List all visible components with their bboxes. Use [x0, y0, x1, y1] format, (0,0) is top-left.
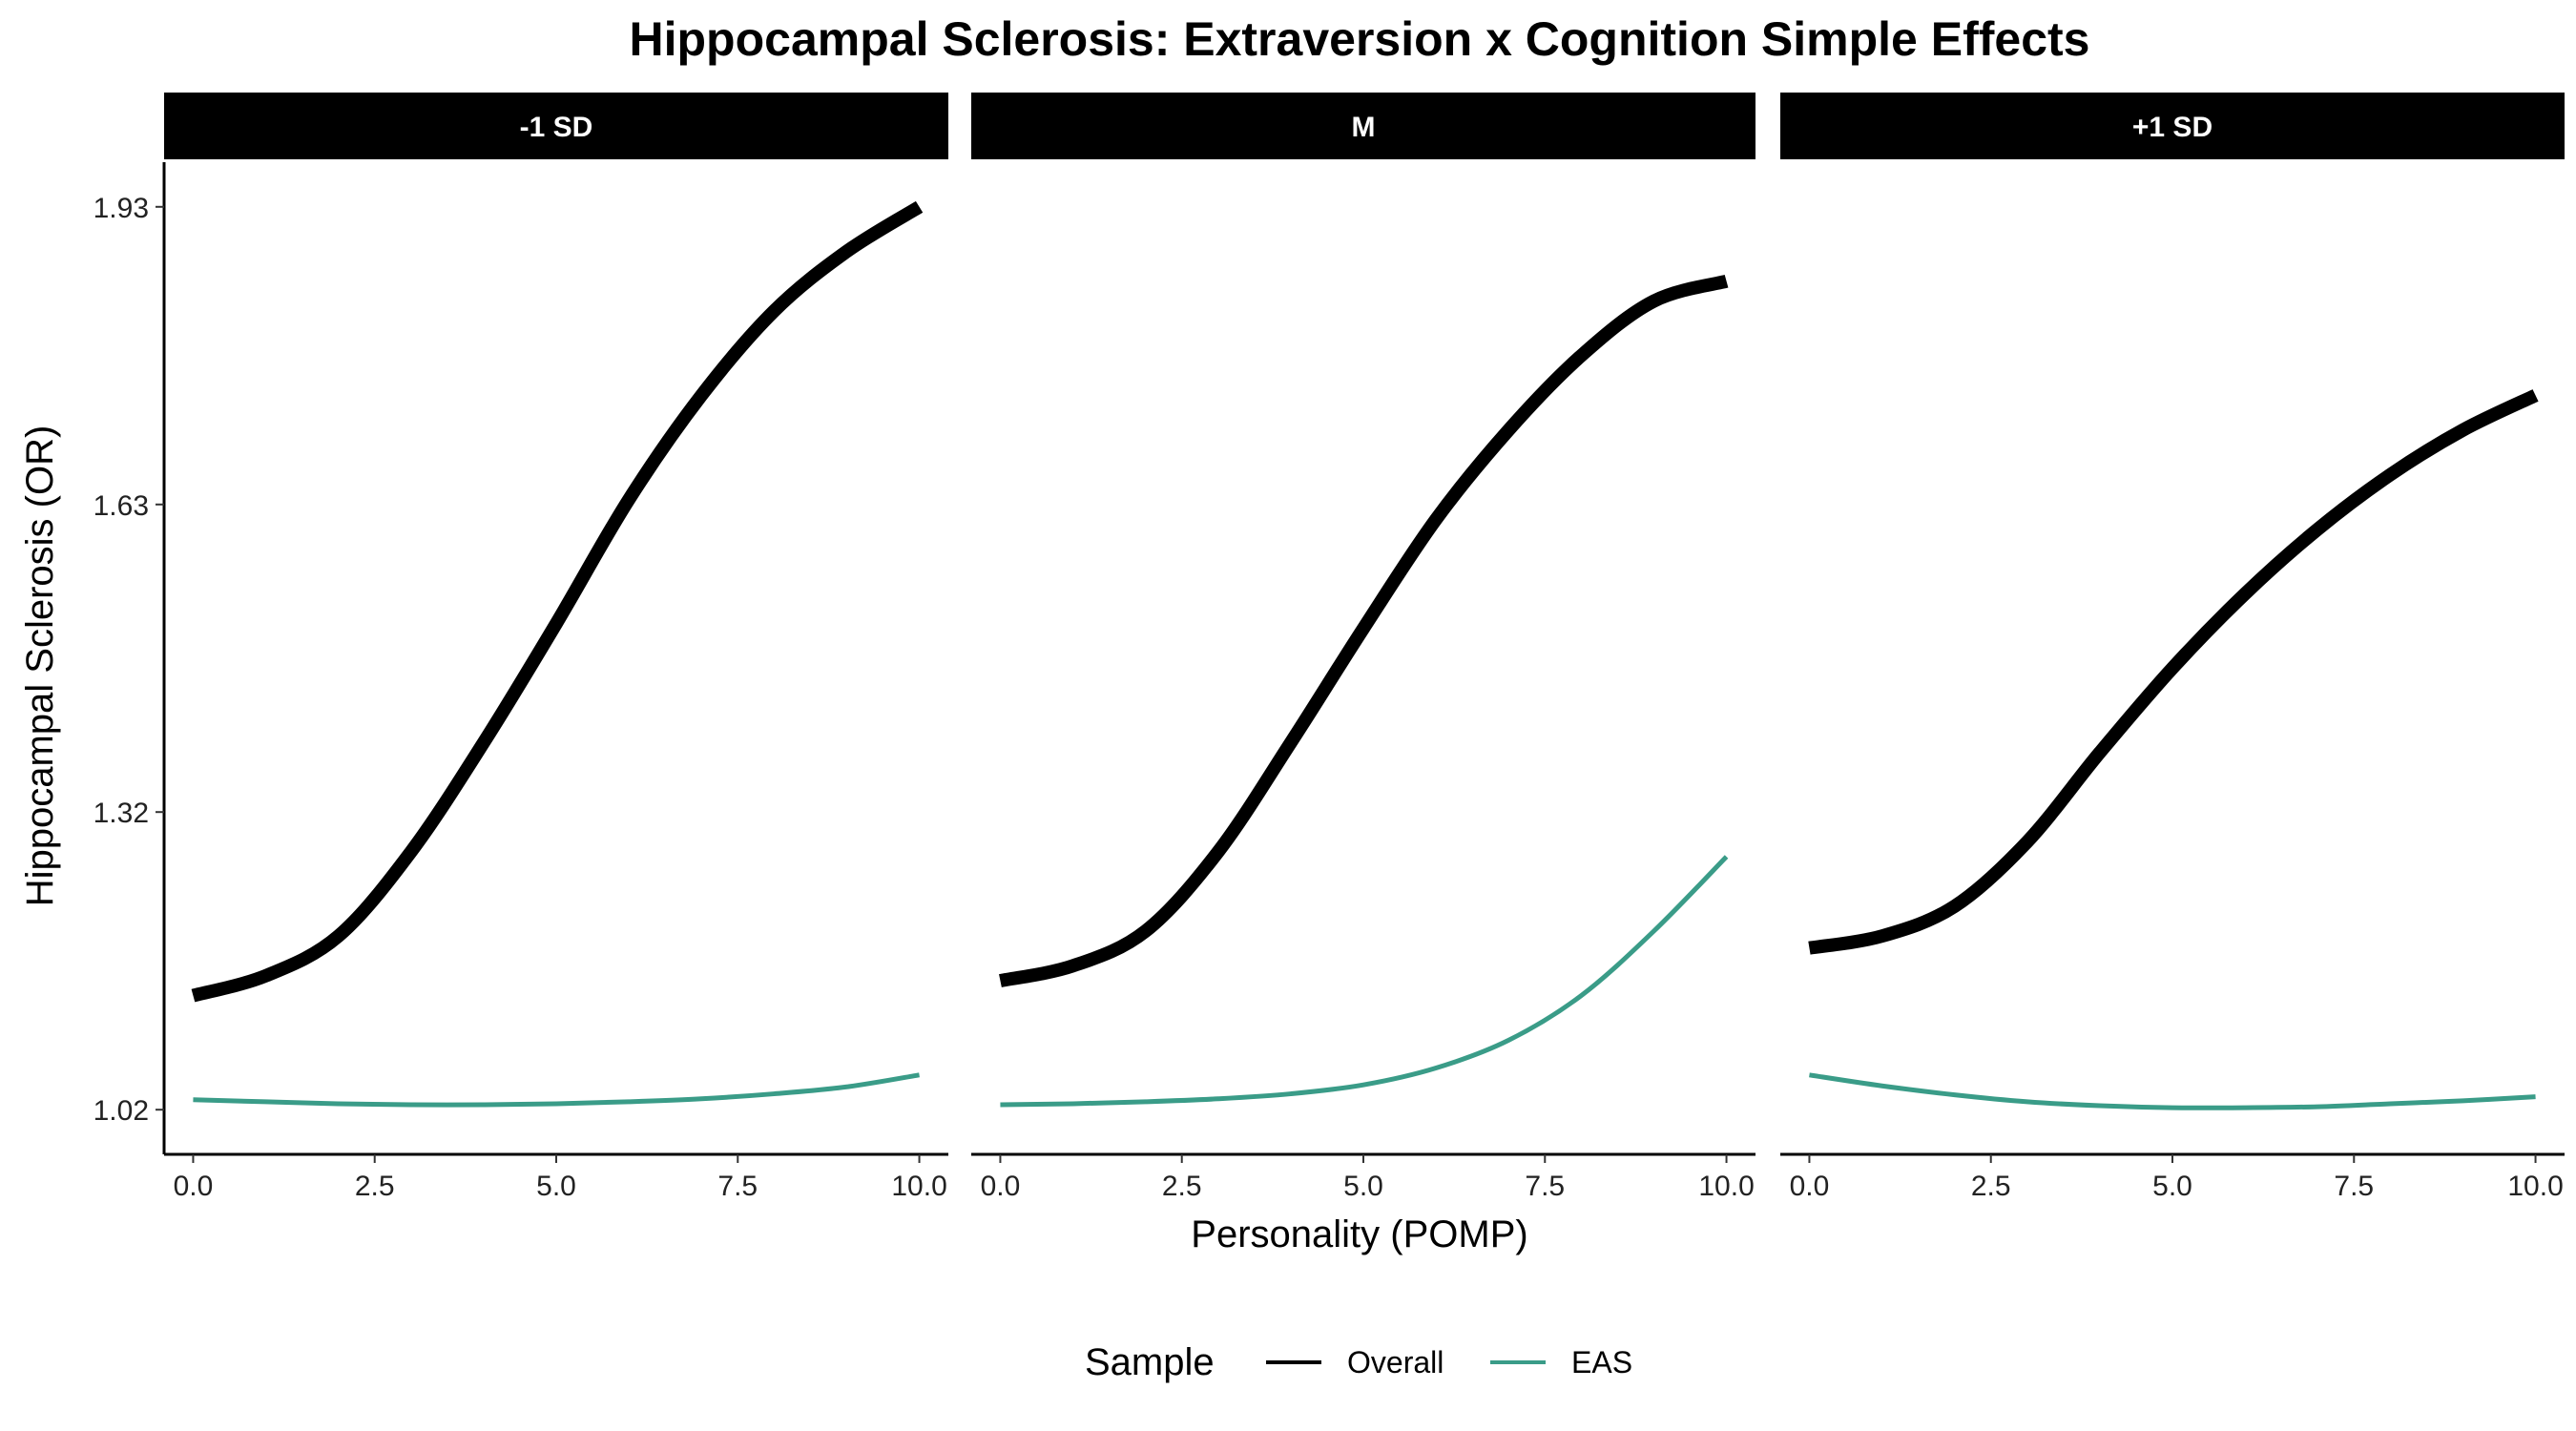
legend-label: Overall: [1347, 1345, 1444, 1379]
legend-title: Sample: [1085, 1341, 1215, 1383]
panel-strip-label: -1 SD: [520, 112, 593, 143]
chart-title: Hippocampal Sclerosis: Extraversion x Co…: [630, 12, 2090, 66]
y-axis-title: Hippocampal Sclerosis (OR): [19, 425, 61, 907]
y-tick-label: 1.32: [93, 798, 149, 829]
y-tick-label: 1.93: [93, 193, 149, 224]
x-tick-label: 2.5: [355, 1171, 395, 1202]
panel-strip: [164, 93, 948, 159]
x-axis-title: Personality (POMP): [1191, 1213, 1527, 1255]
x-tick-label: 7.5: [717, 1171, 758, 1202]
legend-item-eas: EAS: [1490, 1345, 1632, 1379]
x-tick-label: 7.5: [1525, 1171, 1565, 1202]
series-line-eas: [1000, 855, 1729, 1108]
legend-item-overall: Overall: [1266, 1345, 1444, 1379]
x-tick-label: 10.0: [891, 1171, 946, 1202]
panel-strip-label: M: [1352, 112, 1376, 143]
series-line-overall: [1808, 389, 2539, 955]
x-tick-label: 0.0: [981, 1171, 1021, 1202]
series-line-overall: [999, 274, 1729, 987]
x-tick-label: 10.0: [1698, 1171, 1754, 1202]
series-line-overall: [191, 200, 924, 1003]
x-tick-label: 10.0: [2507, 1171, 2563, 1202]
panel-strip-label: +1 SD: [2132, 112, 2212, 143]
x-tick-label: 5.0: [2152, 1171, 2192, 1202]
legend-label: EAS: [1571, 1345, 1632, 1379]
legend: Sample Overall EAS: [1085, 1341, 1632, 1383]
panel-3: +1 SD 0.0 2.5 5.0 7.5 10.0: [1780, 93, 2565, 1202]
series-line-eas: [1809, 1072, 2536, 1110]
x-tick-label: 0.0: [1790, 1171, 1830, 1202]
panel-2: M 0.0 2.5 5.0 7.5 10.0: [971, 93, 1755, 1202]
x-tick-label: 5.0: [536, 1171, 576, 1202]
series-line-eas: [193, 1072, 920, 1108]
x-tick-label: 2.5: [1971, 1171, 2011, 1202]
x-tick-label: 7.5: [2334, 1171, 2374, 1202]
y-tick-label: 1.02: [93, 1095, 149, 1127]
panel-1: -1 SD 0.0 2.5 5.0 7.5 10.0 1.02 1.32 1.63 1.93: [93, 93, 948, 1202]
y-tick-label: 1.63: [93, 490, 149, 522]
panels: -1 SD 0.0 2.5 5.0 7.5 10.0 1.02 1.32 1.63 1.93 M 0.…: [93, 93, 2565, 1202]
x-tick-label: 5.0: [1343, 1171, 1383, 1202]
panel-strip: [971, 93, 1755, 159]
x-tick-label: 0.0: [174, 1171, 214, 1202]
panel-strip: [1780, 93, 2565, 159]
x-tick-label: 2.5: [1162, 1171, 1202, 1202]
